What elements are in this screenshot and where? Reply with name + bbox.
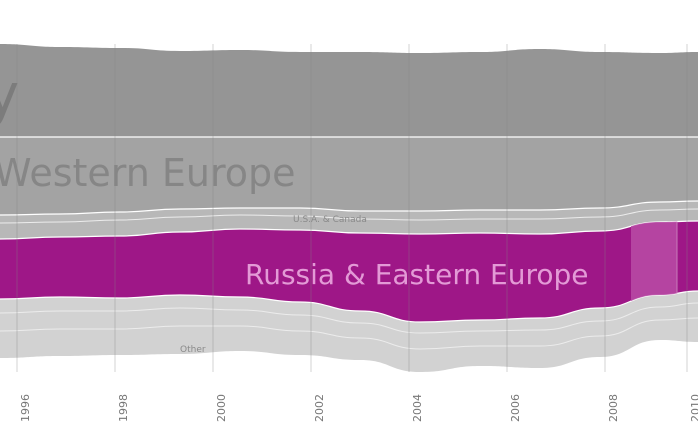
x-tick-label-1996: 1996 <box>19 394 32 422</box>
chart-layers <box>0 44 698 372</box>
x-tick-label-2004: 2004 <box>411 394 424 422</box>
layer-separator <box>0 290 698 323</box>
x-axis-ticks: 1996 1998 2000 2002 2004 2006 2008 2010 <box>19 394 698 422</box>
series-label-russia-eastern-europe: Russia & Eastern Europe <box>245 258 588 291</box>
series-label-western-europe: Western Europe <box>0 151 296 195</box>
x-tick-label-1998: 1998 <box>117 394 130 422</box>
chart-gridlines <box>16 44 688 372</box>
series-area-y <box>0 44 698 137</box>
series-area-other <box>0 291 698 372</box>
layer-separator <box>0 220 698 240</box>
series-label-other: Other <box>180 345 206 355</box>
usa-canada-inner-line <box>0 208 698 224</box>
x-tick-label-2010: 2010 <box>689 394 698 422</box>
other-inner-line-2 <box>0 317 698 350</box>
series-area-russia-and-eastern-europe <box>0 221 698 322</box>
other-inner-line-1 <box>0 302 698 334</box>
series-area-western-europe <box>0 137 698 215</box>
x-tick-label-2006: 2006 <box>509 394 522 422</box>
layer-separator <box>0 200 698 216</box>
x-tick-label-2008: 2008 <box>607 394 620 422</box>
series-label-y: y <box>0 63 19 128</box>
x-tick-label-2002: 2002 <box>313 394 326 422</box>
series-label-usa-canada: U.S.A. & Canada <box>293 215 367 225</box>
x-tick-label-2000: 2000 <box>215 394 228 422</box>
